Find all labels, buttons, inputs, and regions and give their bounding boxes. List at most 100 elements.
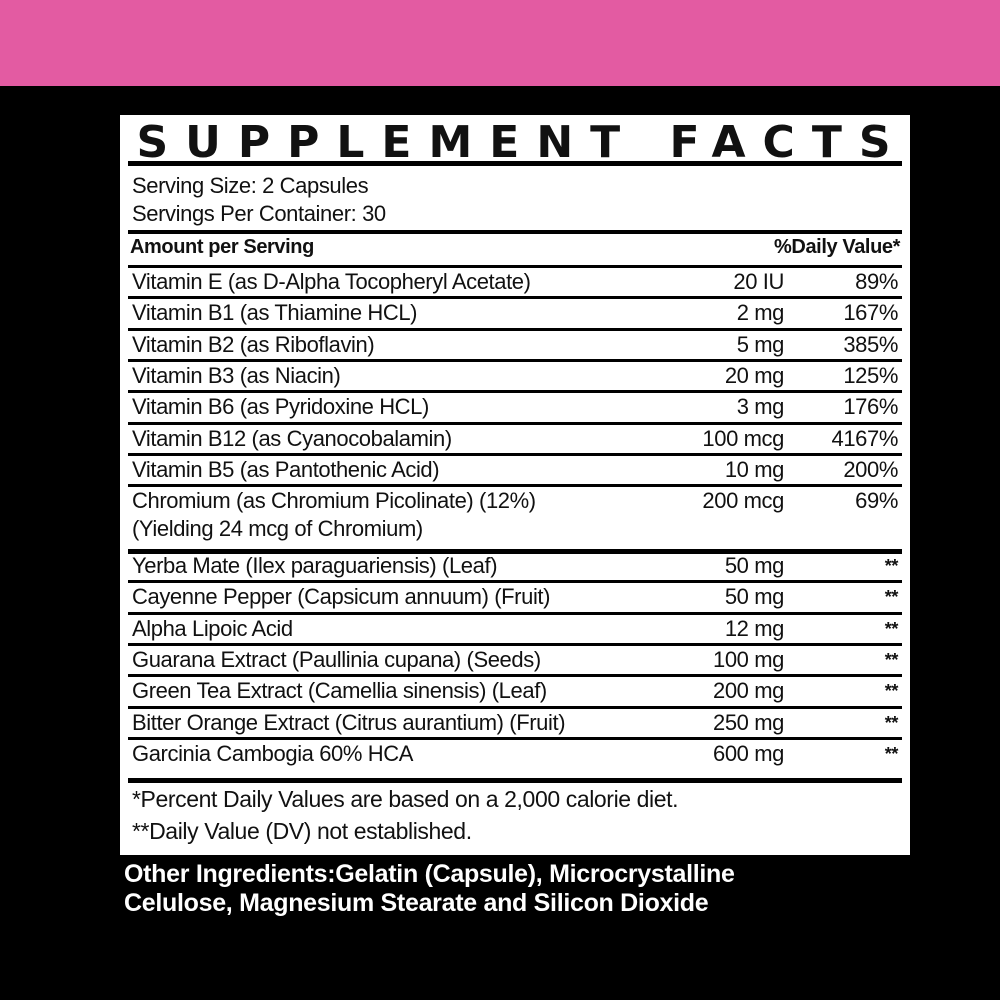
nutrient-name: Yerba Mate (Ilex paraguariensis) (Leaf)	[132, 552, 498, 580]
footnote-dv-not-established: **Daily Value (DV) not established.	[132, 818, 472, 844]
other-ingredients: Other Ingredients:Gelatin (Capsule), Mic…	[124, 860, 924, 918]
nutrient-daily-value: **	[884, 743, 899, 764]
nutrient-name-line: (Yielding 24 mcg of Chromium)	[132, 516, 423, 542]
nutrient-name-line: Guarana Extract (Paullinia cupana) (Seed…	[132, 647, 541, 672]
nutrient-amount: 20 mg	[724, 362, 785, 388]
divider	[128, 484, 902, 488]
nutrient-row: Vitamin B2 (as Riboflavin) 5 mg 385%	[128, 328, 902, 359]
nutrient-row: Vitamin B3 (as Niacin) 20 mg 125%	[128, 359, 902, 390]
divider	[128, 358, 902, 362]
nutrient-name-line: Vitamin B2 (as Riboflavin)	[132, 331, 375, 357]
other-ingredients-line1: Other Ingredients:Gelatin (Capsule), Mic…	[124, 860, 735, 888]
pink-top-band	[0, 0, 1000, 86]
nutrient-name: Vitamin B5 (as Pantothenic Acid)	[132, 456, 440, 484]
nutrient-daily-value: 200%	[843, 456, 898, 482]
nutrient-amount: 50 mg	[724, 553, 785, 579]
nutrient-name: Vitamin B12 (as Cyanocobalamin)	[132, 425, 452, 453]
nutrient-row: Garcinia Cambogia 60% HCA 600 mg **	[128, 737, 902, 768]
nutrient-row: Guarana Extract (Paullinia cupana) (Seed…	[128, 643, 902, 674]
daily-value-header: %Daily Value*	[774, 236, 900, 258]
nutrient-row: Vitamin B6 (as Pyridoxine HCL) 3 mg 176%	[128, 390, 902, 421]
panel-title: SUPPLEMENT FACTS	[136, 117, 908, 168]
nutrient-daily-value: 69%	[855, 488, 898, 514]
nutrient-amount: 100 mg	[713, 647, 784, 672]
nutrient-name: Vitamin E (as D-Alpha Tocopheryl Acetate…	[132, 268, 531, 296]
nutrient-daily-value: 125%	[843, 362, 898, 388]
nutrient-amount: 50 mg	[724, 584, 785, 610]
nutrient-name-line: Vitamin E (as D-Alpha Tocopheryl Acetate…	[132, 269, 531, 294]
supplement-facts-panel: SUPPLEMENT FACTS Serving Size: 2 Capsule…	[120, 115, 910, 855]
nutrient-name: Vitamin B2 (as Riboflavin)	[132, 331, 375, 359]
nutrient-name-line: Yerba Mate (Ilex paraguariensis) (Leaf)	[132, 553, 498, 579]
divider	[128, 611, 902, 615]
divider	[128, 643, 902, 646]
nutrient-name-line: Vitamin B1 (as Thiamine HCL)	[132, 300, 418, 326]
divider	[128, 736, 902, 740]
nutrient-name-line: Chromium (as Chromium Picolinate) (12%)	[132, 488, 536, 514]
nutrient-name-line: Green Tea Extract (Camellia sinensis) (L…	[132, 678, 547, 704]
divider	[128, 327, 902, 331]
divider	[128, 265, 902, 268]
divider	[128, 161, 902, 166]
nutrient-daily-value: **	[884, 681, 899, 702]
nutrient-row: Yerba Mate (Ilex paraguariensis) (Leaf) 5…	[128, 549, 902, 580]
serving-size: Serving Size: 2 Capsules	[132, 173, 369, 198]
nutrient-name-line: Cayenne Pepper (Capsicum annuum) (Fruit)	[132, 584, 551, 610]
divider	[128, 778, 902, 783]
other-ingredients-line2: Celulose, Magnesium Stearate and Silicon…	[124, 889, 709, 917]
divider	[128, 230, 902, 234]
servings-per-container: Servings Per Container: 30	[132, 201, 386, 226]
nutrient-name-line: Garcinia Cambogia 60% HCA	[132, 740, 414, 766]
nutrient-row: Vitamin B5 (as Pantothenic Acid) 10 mg 200…	[128, 453, 902, 484]
nutrient-name: Bitter Orange Extract (Citrus aurantium)…	[132, 709, 566, 737]
nutrient-row: Chromium (as Chromium Picolinate) (12%)(…	[128, 484, 902, 549]
nutrient-name-line: Vitamin B6 (as Pyridoxine HCL)	[132, 394, 429, 420]
footnote-daily-values: *Percent Daily Values are based on a 2,0…	[132, 786, 679, 812]
nutrient-name: Alpha Lipoic Acid	[132, 615, 293, 643]
nutrient-row: Green Tea Extract (Camellia sinensis) (L…	[128, 674, 902, 705]
nutrient-amount: 600 mg	[713, 740, 784, 766]
nutrient-amount: 200 mcg	[702, 488, 784, 514]
divider	[128, 549, 902, 555]
nutrient-name: Garcinia Cambogia 60% HCA	[132, 740, 413, 768]
divider	[128, 390, 902, 394]
nutrient-amount: 12 mg	[724, 615, 785, 641]
nutrient-name: Green Tea Extract (Camellia sinensis) (L…	[132, 677, 547, 705]
nutrient-row: Cayenne Pepper (Capsicum annuum) (Fruit)…	[128, 580, 902, 611]
nutrient-amount: 3 mg	[736, 394, 785, 420]
divider	[128, 580, 902, 584]
nutrient-daily-value: **	[884, 556, 899, 577]
nutrient-name: Vitamin B6 (as Pyridoxine HCL)	[132, 393, 429, 421]
nutrient-name: Cayenne Pepper (Capsicum annuum) (Fruit)	[132, 583, 550, 611]
nutrient-daily-value: **	[884, 618, 899, 639]
nutrient-daily-value: 176%	[843, 394, 898, 420]
nutrient-daily-value: 4167%	[831, 425, 898, 451]
nutrient-daily-value: **	[884, 712, 899, 733]
nutrient-amount: 100 mcg	[702, 425, 784, 451]
nutrient-daily-value: 89%	[855, 269, 898, 294]
nutrient-row: Alpha Lipoic Acid 12 mg **	[128, 612, 902, 643]
nutrient-daily-value: 167%	[843, 300, 898, 326]
amount-per-serving-header: Amount per Serving	[130, 236, 314, 258]
nutrient-amount: 200 mg	[713, 678, 784, 704]
nutrient-name-line: Vitamin B5 (as Pantothenic Acid)	[132, 456, 440, 482]
nutrient-amount: 5 mg	[736, 331, 785, 357]
nutrient-name: Guarana Extract (Paullinia cupana) (Seed…	[132, 646, 541, 674]
nutrient-row: Bitter Orange Extract (Citrus aurantium)…	[128, 706, 902, 737]
nutrient-row: Vitamin B12 (as Cyanocobalamin) 100 mcg 41…	[128, 422, 902, 453]
nutrient-row: Vitamin B1 (as Thiamine HCL) 2 mg 167%	[128, 296, 902, 327]
nutrient-amount: 2 mg	[736, 300, 785, 326]
nutrient-daily-value: **	[884, 650, 899, 670]
nutrient-daily-value: 385%	[843, 331, 898, 357]
nutrient-amount: 10 mg	[724, 456, 785, 482]
divider	[128, 674, 902, 678]
nutrient-daily-value: **	[884, 587, 899, 608]
nutrient-name: Vitamin B3 (as Niacin)	[132, 362, 341, 390]
nutrient-amount: 20 IU	[733, 269, 784, 294]
divider	[128, 296, 902, 300]
nutrient-name: Chromium (as Chromium Picolinate) (12%)(…	[132, 487, 536, 543]
nutrient-row: Vitamin E (as D-Alpha Tocopheryl Acetate…	[128, 265, 902, 296]
nutrient-name-line: Bitter Orange Extract (Citrus aurantium)…	[132, 709, 566, 735]
divider	[128, 421, 902, 425]
nutrient-name-line: Vitamin B12 (as Cyanocobalamin)	[132, 425, 452, 451]
